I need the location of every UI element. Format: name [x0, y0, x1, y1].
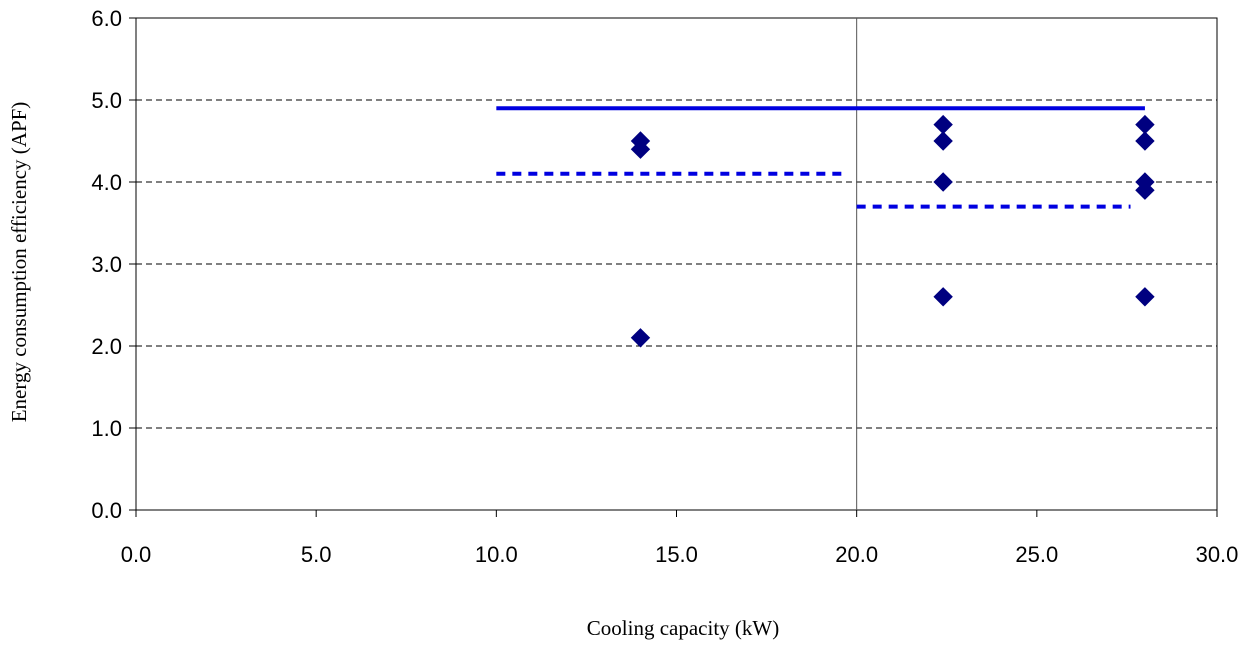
x-tick-label: 20.0: [835, 542, 878, 567]
data-point-diamond: [933, 287, 953, 307]
y-axis-ticks: 0.0 1.0 2.0 3.0 4.0 5.0 6.0: [91, 6, 136, 523]
data-point-diamond: [630, 328, 651, 348]
x-tick-label: 5.0: [301, 542, 332, 567]
reference-lines: [496, 106, 1145, 209]
x-axis-ticks: 0.0 5.0 10.0 15.0 20.0 25.0 30.0: [121, 510, 1239, 567]
data-point-diamond: [933, 131, 953, 151]
data-point-diamond: [1135, 287, 1155, 307]
gridlines: [136, 99, 1217, 429]
y-tick-label: 0.0: [91, 498, 122, 523]
data-point-diamond: [1135, 114, 1155, 135]
data-point-diamond: [1135, 131, 1155, 151]
y-tick-label: 6.0: [91, 6, 122, 31]
y-tick-label: 1.0: [91, 416, 122, 441]
x-tick-label: 0.0: [121, 542, 152, 567]
y-tick-label: 4.0: [91, 170, 122, 195]
y-tick-label: 5.0: [91, 88, 122, 113]
y-axis-title: Energy consumption efficiency (APF): [7, 102, 31, 423]
x-tick-label: 25.0: [1015, 542, 1058, 567]
data-point-diamond: [1135, 180, 1155, 200]
data-point-diamond: [933, 114, 953, 135]
data-point-diamond: [630, 139, 651, 159]
data-points: [630, 114, 1155, 348]
x-tick-label: 30.0: [1196, 542, 1239, 567]
data-point-diamond: [933, 172, 953, 192]
x-axis-title: Cooling capacity (kW): [587, 616, 779, 640]
y-tick-label: 2.0: [91, 334, 122, 359]
x-tick-label: 10.0: [475, 542, 518, 567]
y-tick-label: 3.0: [91, 252, 122, 277]
x-tick-label: 15.0: [655, 542, 698, 567]
